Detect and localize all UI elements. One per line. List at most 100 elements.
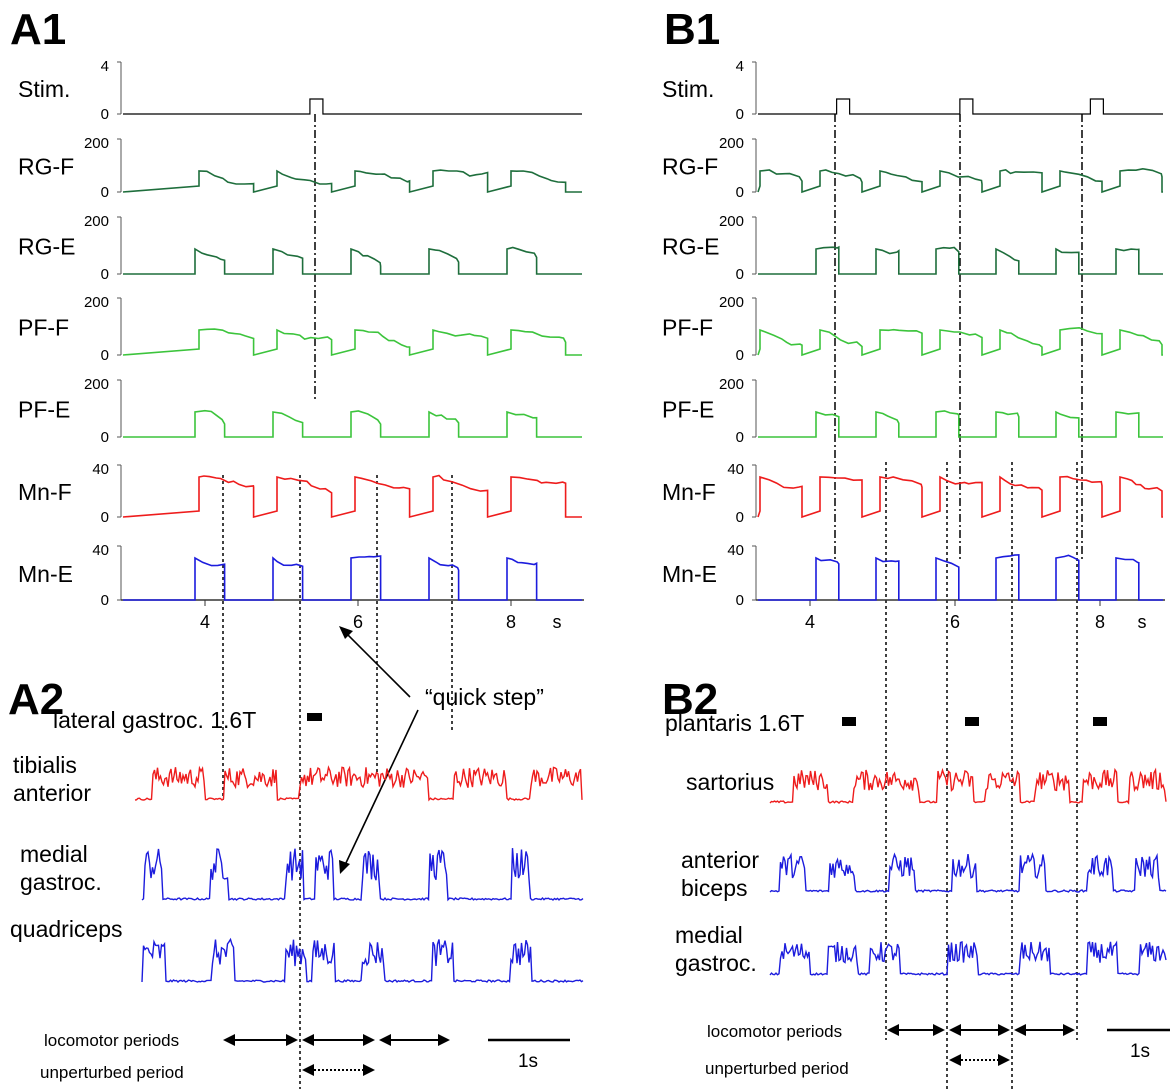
emg-sartorius xyxy=(769,767,1167,805)
x-tick-label: 8 xyxy=(1095,612,1105,632)
trace-a1-stim xyxy=(123,98,582,115)
y-max-label: 40 xyxy=(92,542,109,559)
trace-a1-pff xyxy=(122,328,582,357)
unperturbed-period-arrow-head xyxy=(363,1064,375,1076)
x-tick-label: 6 xyxy=(353,612,363,632)
locomotor-period-arrow-head xyxy=(949,1024,961,1036)
y-min-label: 0 xyxy=(736,592,744,609)
trace-b1-pfe xyxy=(758,410,1163,438)
y-max-label: 200 xyxy=(719,376,744,393)
stimulus-label-b2: plantaris 1.6T xyxy=(665,710,804,736)
x-unit-label: s xyxy=(553,612,562,632)
stimulus-label-a2: lateral gastroc. 1.6T xyxy=(53,707,256,733)
y-max-label: 200 xyxy=(84,135,109,152)
trace-b1-stim xyxy=(758,98,1163,115)
row-label-pff: PF-F xyxy=(662,315,713,341)
quick-step-arrowhead xyxy=(339,626,353,639)
emg-medial-gastroc-b2 xyxy=(769,940,1167,976)
y-min-label: 0 xyxy=(101,266,109,283)
locomotor-period-arrow-head xyxy=(1014,1024,1026,1036)
panel-label-a2: A2 xyxy=(8,675,64,724)
trace-b1-rgf xyxy=(757,167,1163,194)
y-max-label: 40 xyxy=(727,542,744,559)
x-tick-label: 8 xyxy=(506,612,516,632)
trace-b1-mne xyxy=(758,553,1163,601)
row-label-stim: Stim. xyxy=(18,76,70,102)
y-min-label: 0 xyxy=(736,347,744,364)
x-tick-label: 4 xyxy=(805,612,815,632)
y-max-label: 200 xyxy=(719,294,744,311)
locomotor-period-arrow-head xyxy=(379,1034,391,1046)
trace-label-medial-gastroc: medial gastroc. xyxy=(20,841,102,895)
emg-medial-gastroc xyxy=(141,848,584,902)
row-label-pfe: PF-E xyxy=(662,397,714,423)
emg-tibialis-anterior xyxy=(134,765,583,802)
row-label-rge: RG-E xyxy=(662,234,720,260)
locomotor-period-arrow-head xyxy=(933,1024,945,1036)
panel-label-b1: B1 xyxy=(664,5,720,54)
trace-a1-rge xyxy=(123,246,582,275)
quick-step-annotation: “quick step” xyxy=(425,684,544,710)
trace-a1-pfe xyxy=(123,409,582,438)
y-min-label: 0 xyxy=(736,184,744,201)
y-min-label: 0 xyxy=(101,106,109,123)
locomotor-period-arrow-head xyxy=(223,1034,235,1046)
locomotor-periods-label-a: locomotor periods xyxy=(44,1031,179,1050)
trace-b1-rge xyxy=(758,245,1163,275)
stim-marker-b2 xyxy=(1093,717,1107,726)
locomotor-period-arrow-head xyxy=(363,1034,375,1046)
y-min-label: 0 xyxy=(736,266,744,283)
y-min-label: 0 xyxy=(736,509,744,526)
trace-a1-mnf xyxy=(122,474,582,519)
y-min-label: 0 xyxy=(736,106,744,123)
y-min-label: 0 xyxy=(101,429,109,446)
scale-bar-label-a: 1s xyxy=(518,1051,538,1072)
y-max-label: 4 xyxy=(101,58,109,75)
trace-label-anterior-biceps: anterior biceps xyxy=(681,847,759,901)
x-tick-label: 4 xyxy=(200,612,210,632)
trace-a1-rgf xyxy=(122,169,582,194)
axes xyxy=(117,61,1170,1076)
trace-label-tibialis-anterior: tibialis anterior xyxy=(13,752,91,806)
unperturbed-period-label-a: unperturbed period xyxy=(40,1063,184,1082)
panel-label-b2: B2 xyxy=(662,675,718,724)
scale-bar-label-b: 1s xyxy=(1130,1041,1150,1062)
y-max-label: 40 xyxy=(727,461,744,478)
trace-label-quadriceps: quadriceps xyxy=(10,916,123,942)
emg-quadriceps xyxy=(141,937,584,983)
row-label-pff: PF-F xyxy=(18,315,69,341)
y-min-label: 0 xyxy=(101,509,109,526)
y-min-label: 0 xyxy=(736,429,744,446)
trace-b1-mnf xyxy=(757,475,1163,519)
quick-step-arrow xyxy=(344,631,411,698)
row-label-mne: Mn-E xyxy=(18,561,73,587)
y-max-label: 200 xyxy=(84,213,109,230)
row-label-stim: Stim. xyxy=(662,76,714,102)
panel-label-a1: A1 xyxy=(10,5,66,54)
y-min-label: 0 xyxy=(101,347,109,364)
row-label-pfe: PF-E xyxy=(18,397,70,423)
trace-label-sartorius: sartorius xyxy=(686,769,774,795)
row-label-rge: RG-E xyxy=(18,234,76,260)
stim-marker-b2 xyxy=(842,717,856,726)
y-max-label: 4 xyxy=(736,58,744,75)
labels: A140Stim.2000RG-F2000RG-E2000PF-F2000PF-… xyxy=(8,5,1150,1082)
y-max-label: 200 xyxy=(719,135,744,152)
locomotor-period-arrow-head xyxy=(302,1034,314,1046)
trace-a1-mne xyxy=(123,555,582,601)
stim-marker-b2 xyxy=(965,717,979,726)
y-max-label: 200 xyxy=(719,213,744,230)
unperturbed-period-arrow-head xyxy=(302,1064,314,1076)
trace-label-medial-gastroc-b2: medial gastroc. xyxy=(675,922,757,976)
locomotor-period-arrow-head xyxy=(998,1024,1010,1036)
x-tick-label: 6 xyxy=(950,612,960,632)
unperturbed-period-arrow-head xyxy=(949,1054,961,1066)
row-label-mne: Mn-E xyxy=(662,561,717,587)
stim-marker-a2 xyxy=(307,713,322,721)
y-max-label: 200 xyxy=(84,376,109,393)
unperturbed-period-arrow-head xyxy=(998,1054,1010,1066)
row-label-rgf: RG-F xyxy=(18,154,74,180)
trace-b1-pff xyxy=(757,326,1163,357)
locomotor-period-arrow-head xyxy=(887,1024,899,1036)
y-min-label: 0 xyxy=(101,592,109,609)
